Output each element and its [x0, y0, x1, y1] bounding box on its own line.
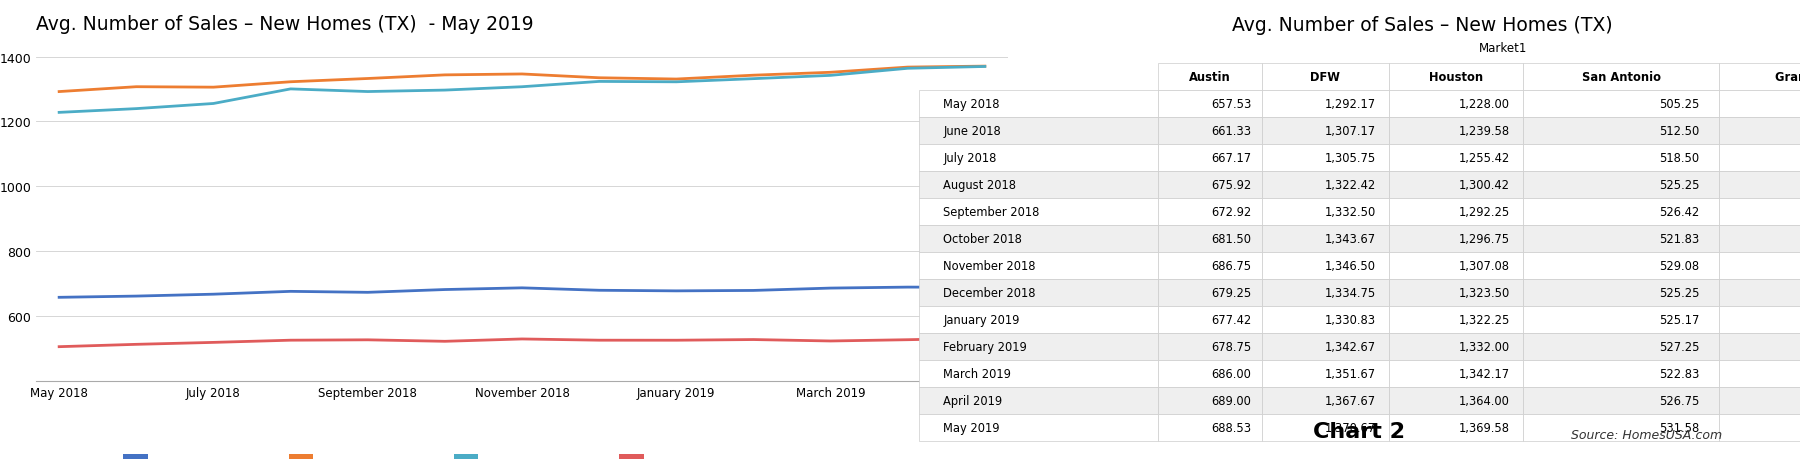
Bar — [454, 454, 479, 459]
Text: Avg. Number of Sales – New Homes (TX): Avg. Number of Sales – New Homes (TX) — [1231, 16, 1613, 35]
Text: Avg. Number of Sales – New Homes (TX)  - May 2019: Avg. Number of Sales – New Homes (TX) - … — [36, 15, 533, 34]
Text: Chart 2: Chart 2 — [1312, 421, 1406, 441]
Text: Source: HomesUSA.com: Source: HomesUSA.com — [1571, 428, 1723, 441]
Text: Market1: Market1 — [1480, 42, 1526, 55]
Bar — [619, 454, 644, 459]
Bar — [124, 454, 148, 459]
Bar — [288, 454, 313, 459]
